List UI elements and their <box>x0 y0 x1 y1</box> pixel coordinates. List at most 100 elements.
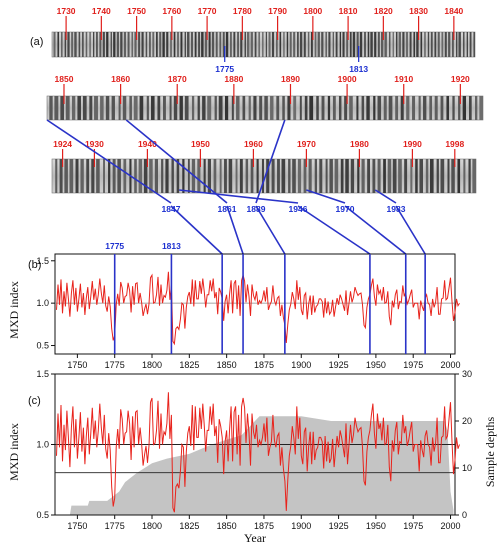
growth-ring <box>277 159 280 193</box>
tree-ring-strip-1: 1730 1740 1750 1760 1770 1780 1790 1800 1810 1820… <box>51 6 476 74</box>
growth-ring <box>225 32 229 57</box>
year-label: 1740 <box>92 6 111 16</box>
connector-line <box>125 119 228 204</box>
growth-ring <box>410 159 413 193</box>
year-label: 1800 <box>303 6 322 16</box>
growth-ring <box>429 96 433 120</box>
growth-ring <box>194 32 197 57</box>
growth-ring <box>340 159 344 193</box>
connector-line <box>179 189 299 204</box>
growth-ring <box>466 32 468 57</box>
growth-ring <box>214 96 217 120</box>
growth-ring <box>143 159 148 193</box>
growth-ring <box>359 32 363 57</box>
growth-ring <box>452 96 455 120</box>
growth-ring <box>440 96 444 120</box>
growth-ring <box>49 96 53 120</box>
year-label: 1810 <box>339 6 358 16</box>
growth-ring <box>237 32 239 57</box>
y2-tick-label: 30 <box>462 369 472 379</box>
x-tick-label: 1925 <box>329 521 349 531</box>
x-tick-label: 1900 <box>291 360 311 370</box>
panel-c-y-axis-label: MXD index <box>7 423 21 481</box>
year-label: 1790 <box>268 6 287 16</box>
growth-ring <box>245 159 249 193</box>
growth-ring <box>441 32 444 57</box>
growth-ring <box>213 159 217 193</box>
event-year-label: 1946 <box>289 204 308 214</box>
growth-ring <box>367 32 370 57</box>
panel-b-y-axis-label: MXD index <box>7 281 21 339</box>
growth-ring <box>170 32 172 57</box>
growth-ring <box>404 159 408 193</box>
growth-ring <box>398 159 402 193</box>
growth-ring <box>65 96 70 120</box>
growth-ring <box>281 159 286 193</box>
growth-ring <box>317 32 320 57</box>
growth-ring <box>383 159 386 193</box>
growth-ring <box>146 96 149 120</box>
growth-ring <box>332 32 334 57</box>
growth-ring <box>462 96 467 120</box>
growth-ring <box>356 32 359 57</box>
year-label: 1750 <box>127 6 146 16</box>
growth-ring <box>395 96 399 120</box>
growth-ring <box>468 159 471 193</box>
growth-ring <box>372 159 376 193</box>
growth-ring <box>53 32 56 57</box>
growth-ring <box>89 96 93 120</box>
growth-ring <box>149 32 151 57</box>
growth-ring <box>413 32 416 57</box>
x-tick-label: 1850 <box>217 360 237 370</box>
x-tick-label: 2000 <box>441 521 461 531</box>
growth-ring <box>224 96 229 120</box>
growth-ring <box>96 159 100 193</box>
growth-ring <box>451 32 454 57</box>
growth-ring <box>436 159 439 193</box>
growth-ring <box>228 159 233 193</box>
growth-ring <box>292 159 296 193</box>
x-tick-label: 1975 <box>403 360 423 370</box>
growth-ring <box>145 32 148 57</box>
growth-ring <box>451 159 455 193</box>
growth-ring <box>440 159 445 193</box>
growth-ring <box>54 96 59 120</box>
event-year-label: 1970 <box>336 204 355 214</box>
growth-ring <box>384 32 387 57</box>
growth-ring <box>113 32 116 57</box>
growth-ring <box>419 159 423 193</box>
growth-ring <box>100 96 104 120</box>
growth-ring <box>377 96 382 120</box>
growth-ring <box>64 159 68 193</box>
growth-ring <box>112 159 116 193</box>
growth-ring <box>169 96 172 120</box>
growth-ring <box>262 32 264 57</box>
growth-ring <box>176 159 180 193</box>
growth-ring <box>55 159 58 193</box>
year-label: 1860 <box>111 74 130 84</box>
growth-ring <box>111 96 115 120</box>
growth-ring <box>388 96 393 120</box>
growth-ring <box>349 32 352 57</box>
growth-ring <box>383 96 387 120</box>
growth-ring <box>191 96 195 120</box>
connector-line <box>374 189 397 204</box>
growth-ring <box>266 159 270 193</box>
year-label: 1870 <box>168 74 187 84</box>
growth-ring <box>395 32 398 57</box>
growth-ring <box>304 96 308 120</box>
connector-lines: 1847 1861 1889 1946 1970 1983 <box>46 119 426 255</box>
growth-ring <box>316 96 319 120</box>
growth-ring <box>327 96 331 120</box>
growth-ring <box>405 32 409 57</box>
growth-ring <box>179 96 183 120</box>
growth-ring <box>134 32 137 57</box>
growth-ring <box>202 96 206 120</box>
growth-ring <box>352 32 356 57</box>
growth-ring <box>377 159 381 193</box>
growth-ring <box>246 32 250 57</box>
growth-ring <box>122 96 127 120</box>
plot-frame <box>54 253 456 355</box>
growth-ring <box>103 159 105 193</box>
growth-ring <box>319 159 323 193</box>
